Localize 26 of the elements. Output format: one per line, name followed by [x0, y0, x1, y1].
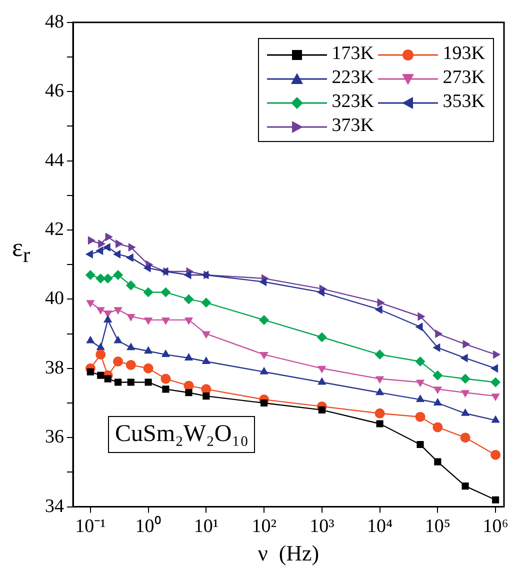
legend-label: 193K	[442, 43, 485, 64]
y-tick-label: 34	[45, 496, 64, 517]
legend-label: 273K	[442, 67, 485, 88]
y-tick-label: 48	[45, 11, 64, 32]
x-axis-title: ν (Hz)	[258, 540, 320, 566]
annotation: CuSm₂W₂O₁₀	[108, 416, 256, 453]
x-tick-label: 10⁶	[482, 516, 508, 538]
legend-label: 373K	[332, 115, 374, 136]
legend-label: 353K	[442, 91, 485, 112]
y-tick-label: 44	[45, 150, 64, 171]
x-tick-label: 10²	[252, 516, 277, 538]
legend-label: 323K	[332, 91, 374, 112]
x-tick-label: 10¹	[194, 516, 219, 538]
x-tick-label: 10⁻¹	[75, 516, 106, 538]
y-tick-label: 36	[45, 426, 64, 448]
y-tick-label: 46	[45, 80, 64, 102]
legend-label: 173K	[332, 43, 374, 64]
y-tick-label: 40	[45, 288, 64, 310]
x-tick-label: 10³	[310, 516, 335, 538]
x-tick-label: 10⁵	[424, 516, 450, 538]
legend-label: 223K	[332, 67, 374, 88]
y-axis-title: ε$_{r}$	[12, 233, 30, 268]
x-tick-label: 10⁴	[366, 516, 393, 538]
y-tick-label: 38	[45, 357, 64, 378]
y-tick-label: 42	[45, 218, 64, 240]
x-tick-label: 10⁰	[135, 515, 162, 538]
